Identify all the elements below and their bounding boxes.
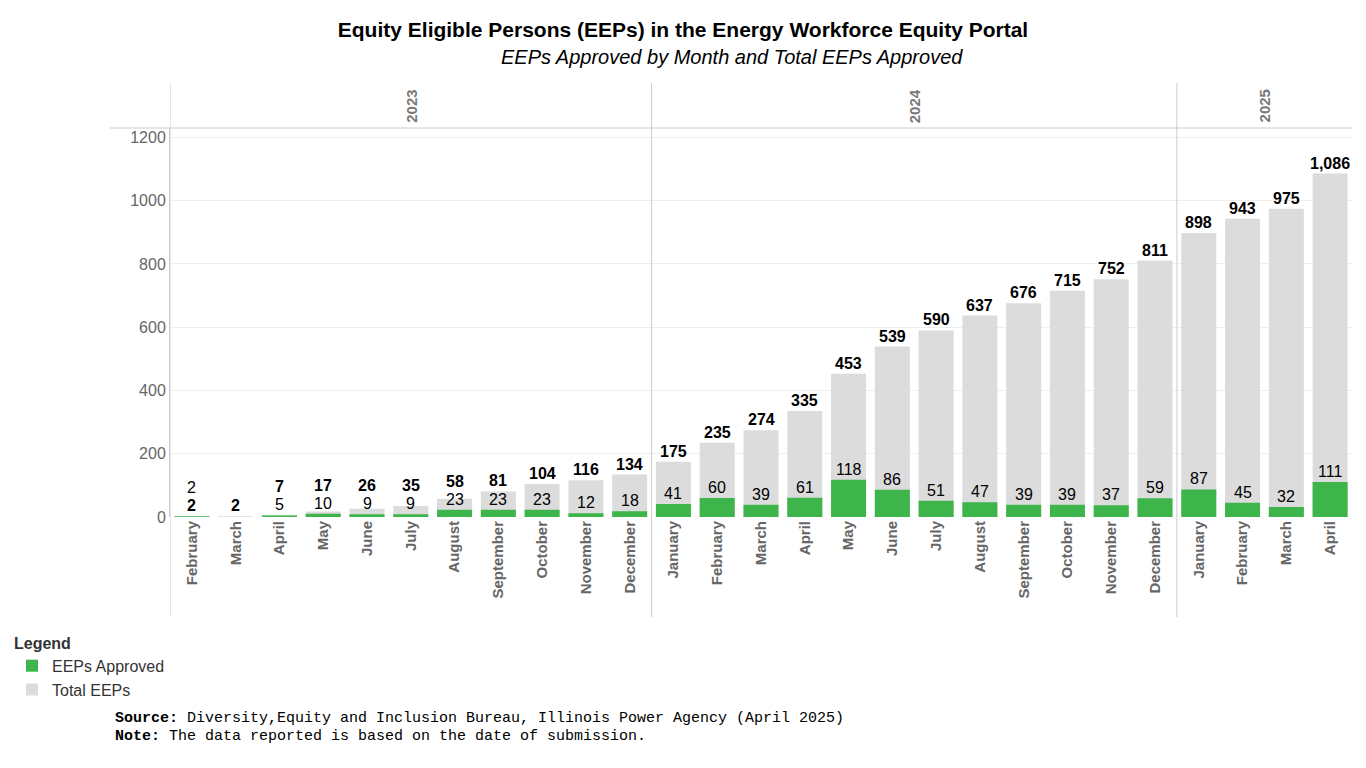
svg-text:104: 104 [529,465,556,482]
svg-text:39: 39 [1058,486,1076,503]
svg-text:EEPs Approved: EEPs Approved [52,658,164,675]
svg-text:July: July [402,520,419,551]
svg-text:1,086: 1,086 [1310,155,1350,172]
svg-text:December: December [621,521,638,594]
svg-text:June: June [358,521,375,556]
svg-text:715: 715 [1054,272,1081,289]
svg-text:60: 60 [708,479,726,496]
svg-text:October: October [533,521,550,579]
svg-text:9: 9 [363,495,372,512]
svg-text:0: 0 [157,509,166,526]
svg-text:18: 18 [621,492,639,509]
svg-text:2023: 2023 [403,89,420,122]
svg-text:811: 811 [1142,242,1168,259]
svg-text:975: 975 [1273,190,1300,207]
svg-text:35: 35 [402,477,420,494]
svg-text:August: August [971,521,988,573]
svg-text:116: 116 [573,461,599,478]
svg-text:87: 87 [1190,470,1208,487]
svg-text:59: 59 [1146,479,1164,496]
svg-text:November: November [1102,521,1119,595]
svg-text:September: September [489,521,506,599]
svg-text:539: 539 [879,328,906,345]
svg-text:May: May [839,520,856,550]
svg-text:June: June [883,521,900,556]
svg-text:2: 2 [187,479,196,496]
svg-text:274: 274 [748,411,775,428]
svg-text:August: August [445,521,462,573]
svg-text:39: 39 [1015,486,1033,503]
svg-text:Note: The data reported is bas: Note: The data reported is based on the … [115,728,646,745]
svg-text:39: 39 [752,486,770,503]
svg-text:Equity Eligible Persons (EEPs): Equity Eligible Persons (EEPs) in the En… [338,18,1028,41]
svg-text:111: 111 [1318,463,1342,480]
svg-text:March: March [1277,521,1294,565]
svg-text:600: 600 [139,319,166,336]
svg-text:800: 800 [139,256,166,273]
svg-text:Total EEPs: Total EEPs [52,682,130,699]
svg-text:23: 23 [533,491,551,508]
svg-text:February: February [183,520,200,585]
svg-text:17: 17 [314,477,332,494]
svg-text:April: April [270,521,287,555]
svg-text:October: October [1058,521,1075,579]
svg-text:10: 10 [314,495,332,512]
svg-text:November: November [577,521,594,595]
svg-text:47: 47 [971,483,989,500]
svg-text:26: 26 [358,477,376,494]
svg-text:April: April [796,521,813,555]
svg-text:2: 2 [231,497,240,514]
svg-text:175: 175 [660,443,687,460]
svg-text:1000: 1000 [130,192,166,209]
svg-text:23: 23 [446,491,464,508]
svg-text:41: 41 [664,485,682,502]
svg-text:January: January [664,520,681,578]
svg-text:23: 23 [489,491,507,508]
svg-text:5: 5 [275,496,284,513]
svg-text:December: December [1146,521,1163,594]
svg-text:37: 37 [1102,486,1120,503]
svg-text:January: January [1190,520,1207,578]
svg-text:335: 335 [791,392,818,409]
svg-text:March: March [227,521,244,565]
svg-text:12: 12 [577,494,595,511]
svg-text:February: February [708,520,725,585]
svg-text:86: 86 [883,471,901,488]
svg-text:Legend: Legend [14,635,71,652]
svg-text:637: 637 [966,297,993,314]
svg-text:676: 676 [1010,284,1037,301]
svg-text:2024: 2024 [906,89,923,123]
svg-text:45: 45 [1234,484,1252,501]
svg-text:2025: 2025 [1256,89,1273,122]
svg-text:118: 118 [836,461,862,478]
svg-text:April: April [1321,521,1338,555]
svg-text:March: March [752,521,769,565]
svg-text:752: 752 [1098,260,1125,277]
svg-text:February: February [1233,520,1250,585]
svg-text:453: 453 [835,355,862,372]
svg-text:7: 7 [275,478,284,495]
svg-text:2: 2 [187,497,196,514]
svg-text:134: 134 [616,456,643,473]
svg-text:EEPs Approved by Month and Tot: EEPs Approved by Month and Total EEPs Ap… [501,46,963,68]
svg-text:898: 898 [1185,214,1212,231]
svg-text:July: July [927,520,944,551]
svg-text:400: 400 [139,382,166,399]
svg-text:590: 590 [923,311,950,328]
svg-text:235: 235 [704,424,731,441]
svg-text:58: 58 [446,473,464,490]
svg-text:1200: 1200 [130,129,166,146]
svg-text:81: 81 [489,472,507,489]
svg-text:September: September [1015,521,1032,599]
svg-text:200: 200 [139,445,166,462]
svg-text:61: 61 [796,479,814,496]
svg-text:943: 943 [1229,200,1256,217]
svg-text:51: 51 [927,482,945,499]
svg-text:Source: Diversity,Equity and I: Source: Diversity,Equity and Inclusion B… [115,710,844,727]
svg-text:32: 32 [1277,488,1295,505]
svg-text:May: May [314,520,331,550]
svg-text:9: 9 [406,495,415,512]
